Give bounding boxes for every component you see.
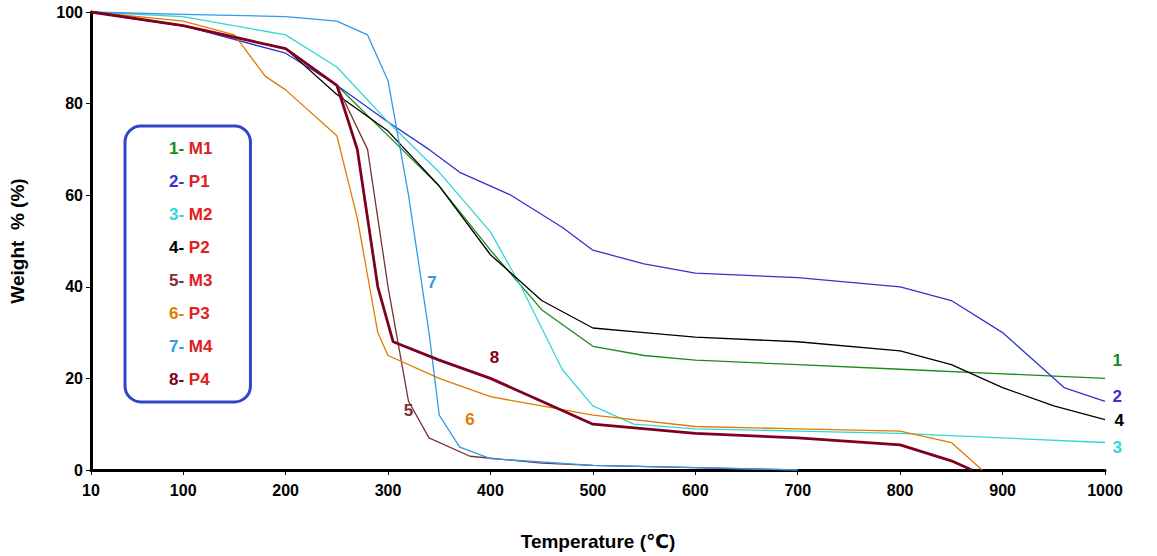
svg-text:7-: 7-	[169, 337, 189, 356]
svg-text:P4: P4	[189, 370, 210, 389]
svg-text:M2: M2	[189, 205, 213, 224]
svg-text:Temperature (℃): Temperature (℃)	[521, 531, 676, 552]
svg-text:6: 6	[465, 410, 474, 429]
svg-text:100: 100	[170, 482, 197, 499]
svg-text:60: 60	[65, 187, 83, 204]
svg-text:900: 900	[989, 482, 1016, 499]
svg-text:10: 10	[82, 482, 100, 499]
svg-text:1-: 1-	[169, 139, 189, 158]
svg-text:5: 5	[404, 401, 413, 420]
svg-text:100: 100	[56, 4, 83, 21]
svg-text:1: 1	[1113, 351, 1122, 370]
svg-text:M4: M4	[189, 337, 213, 356]
svg-text:2-: 2-	[169, 172, 189, 191]
svg-text:7: 7	[427, 273, 436, 292]
svg-text:Weight % (%): Weight % (%)	[7, 178, 28, 303]
svg-text:600: 600	[682, 482, 709, 499]
svg-text:M1: M1	[189, 139, 213, 158]
svg-text:3: 3	[1113, 438, 1122, 457]
svg-text:40: 40	[65, 278, 83, 295]
svg-text:P2: P2	[189, 238, 210, 257]
svg-text:0: 0	[74, 462, 83, 479]
svg-text:M3: M3	[189, 271, 213, 290]
svg-text:P1: P1	[189, 172, 210, 191]
svg-text:400: 400	[477, 482, 504, 499]
svg-text:80: 80	[65, 95, 83, 112]
svg-text:5-: 5-	[169, 271, 189, 290]
svg-text:800: 800	[887, 482, 914, 499]
svg-text:200: 200	[272, 482, 299, 499]
svg-text:2: 2	[1113, 387, 1122, 406]
svg-text:500: 500	[580, 482, 607, 499]
svg-text:300: 300	[375, 482, 402, 499]
svg-text:6-: 6-	[169, 304, 189, 323]
svg-text:4: 4	[1115, 411, 1125, 430]
svg-text:700: 700	[784, 482, 811, 499]
svg-text:3-: 3-	[169, 205, 189, 224]
svg-text:4-: 4-	[169, 238, 189, 257]
svg-text:8: 8	[490, 348, 499, 367]
svg-text:P3: P3	[189, 304, 210, 323]
svg-text:8-: 8-	[169, 370, 189, 389]
svg-text:20: 20	[65, 370, 83, 387]
svg-text:1000: 1000	[1087, 482, 1123, 499]
